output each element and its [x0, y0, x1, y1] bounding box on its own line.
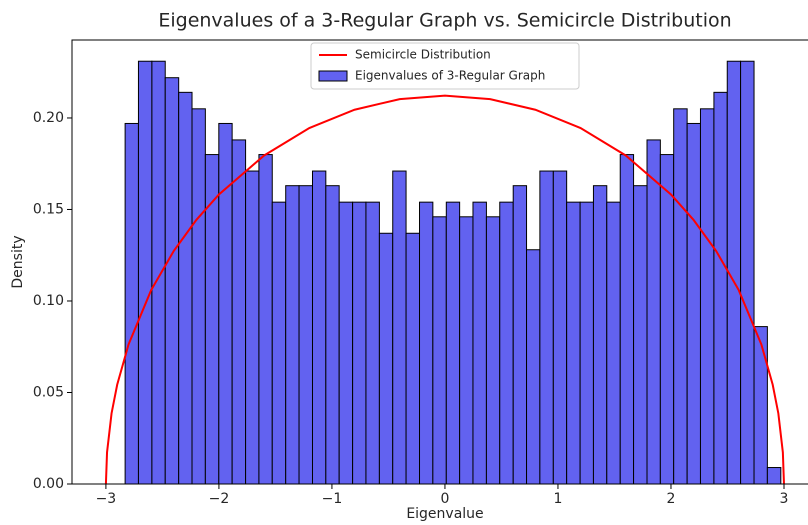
histogram-bar: [472, 201, 487, 485]
histogram-bar: [740, 60, 755, 485]
histogram-bar: [526, 249, 541, 485]
legend-patch: [318, 70, 348, 82]
histogram-bar: [124, 122, 139, 485]
x-tick-label: 3: [780, 491, 789, 507]
y-tick-label: 0.05: [33, 384, 64, 400]
histogram-bar: [419, 201, 434, 485]
histogram-bar: [392, 170, 407, 485]
x-tick-label: 0: [440, 491, 449, 507]
histogram-bar: [151, 60, 166, 485]
histogram-bar: [485, 216, 501, 485]
histogram-bar: [659, 154, 675, 485]
histogram-bar: [459, 216, 474, 485]
histogram-bar: [646, 139, 661, 485]
histogram-bar: [606, 201, 621, 485]
histogram-bar: [552, 170, 568, 485]
histogram-bar: [619, 154, 635, 485]
histogram-bar: [432, 216, 447, 485]
histogram-bar: [298, 185, 313, 485]
histogram-bar: [378, 232, 394, 485]
plot-frame: [71, 39, 808, 485]
histogram-bar: [218, 122, 233, 485]
histogram-bar: [445, 201, 461, 485]
chart-title: Eigenvalues of a 3-Regular Graph vs. Sem…: [158, 10, 731, 32]
legend-label: Semicircle Distribution: [355, 48, 491, 62]
histogram-bar: [592, 185, 608, 485]
histogram-bar: [673, 108, 688, 485]
histogram-bar: [512, 185, 528, 485]
histogram-bar: [178, 91, 193, 485]
histogram-bar: [633, 185, 648, 485]
histogram-bar: [245, 170, 260, 485]
histogram-bar: [325, 185, 340, 485]
x-axis-label: Eigenvalue: [406, 506, 483, 522]
histogram-bar: [191, 108, 206, 485]
histogram-bar: [753, 326, 768, 485]
histogram-bar: [499, 201, 514, 485]
histogram-bar: [338, 201, 354, 485]
legend: Semicircle Distribution Eigenvalues of 3-…: [310, 42, 580, 90]
histogram-bar: [352, 201, 367, 485]
y-tick-label: 0.20: [33, 110, 64, 126]
histogram-bar: [686, 122, 701, 485]
histogram-bar: [365, 201, 380, 485]
histogram-bar: [539, 170, 554, 485]
histogram-bar: [405, 232, 421, 485]
histogram-bar: [258, 154, 273, 485]
y-axis-label: Density: [10, 235, 26, 288]
histogram-bar: [766, 467, 782, 485]
histogram-bar: [566, 201, 581, 485]
x-tick-label: 1: [553, 491, 562, 507]
histogram-bar: [311, 170, 327, 485]
histogram-bar: [579, 201, 594, 485]
histogram-bar: [204, 154, 220, 485]
histogram-bar: [231, 139, 247, 485]
histogram-bar: [164, 77, 180, 485]
histogram-bar: [137, 60, 153, 485]
histogram-bar: [285, 185, 300, 485]
x-tick-label: −2: [209, 491, 230, 507]
x-tick-label: −3: [96, 491, 117, 507]
histogram-bar: [713, 91, 728, 485]
legend-label: Eigenvalues of 3-Regular Graph: [355, 69, 545, 83]
histogram-bar: [271, 201, 287, 485]
line: [104, 94, 785, 485]
legend-box: [310, 42, 580, 90]
y-tick-label: 0.00: [33, 476, 64, 492]
x-tick-label: 2: [667, 491, 676, 507]
y-tick-label: 0.15: [33, 201, 64, 217]
y-tick-label: 0.10: [33, 293, 64, 309]
x-tick-label: −1: [322, 491, 343, 507]
histogram-bar: [699, 108, 715, 485]
